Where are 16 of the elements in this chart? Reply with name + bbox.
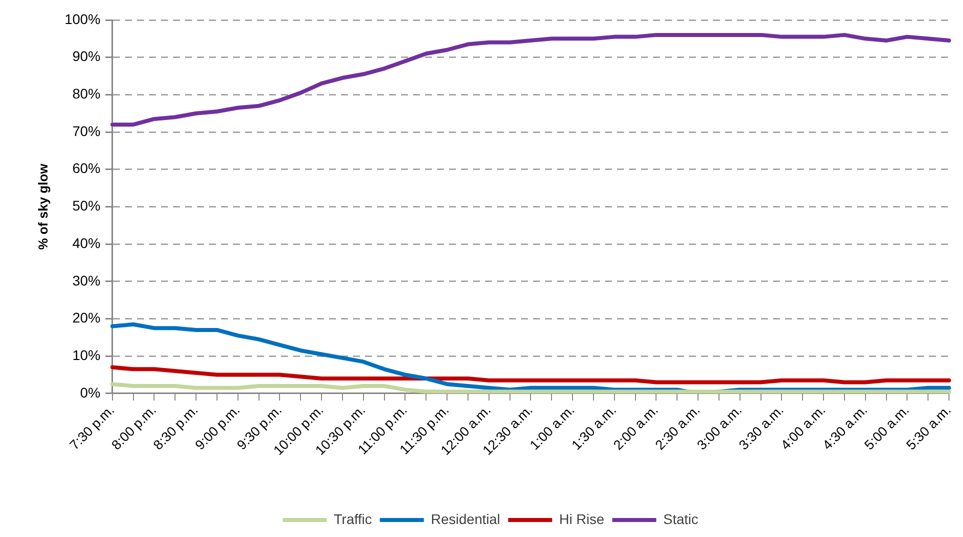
y-tick-label: 30% xyxy=(72,272,100,288)
y-tick-label: 80% xyxy=(72,86,100,102)
y-tick-label: 20% xyxy=(72,310,100,326)
y-tick-label: 70% xyxy=(72,122,100,139)
legend-label: Residential xyxy=(430,510,500,527)
y-tick-label: 100% xyxy=(64,10,100,27)
y-tick-label: 50% xyxy=(72,198,100,214)
y-tick-label: 90% xyxy=(72,48,100,64)
y-tick-label: 40% xyxy=(72,234,100,251)
y-tick-label: 60% xyxy=(72,160,100,176)
legend-label: Traffic xyxy=(334,510,372,527)
y-tick-label: 0% xyxy=(80,384,100,400)
legend-label: Static xyxy=(663,510,698,527)
legend-label: Hi Rise xyxy=(559,510,604,527)
y-axis-title: % of sky glow xyxy=(35,162,50,250)
y-tick-label: 10% xyxy=(72,346,100,363)
